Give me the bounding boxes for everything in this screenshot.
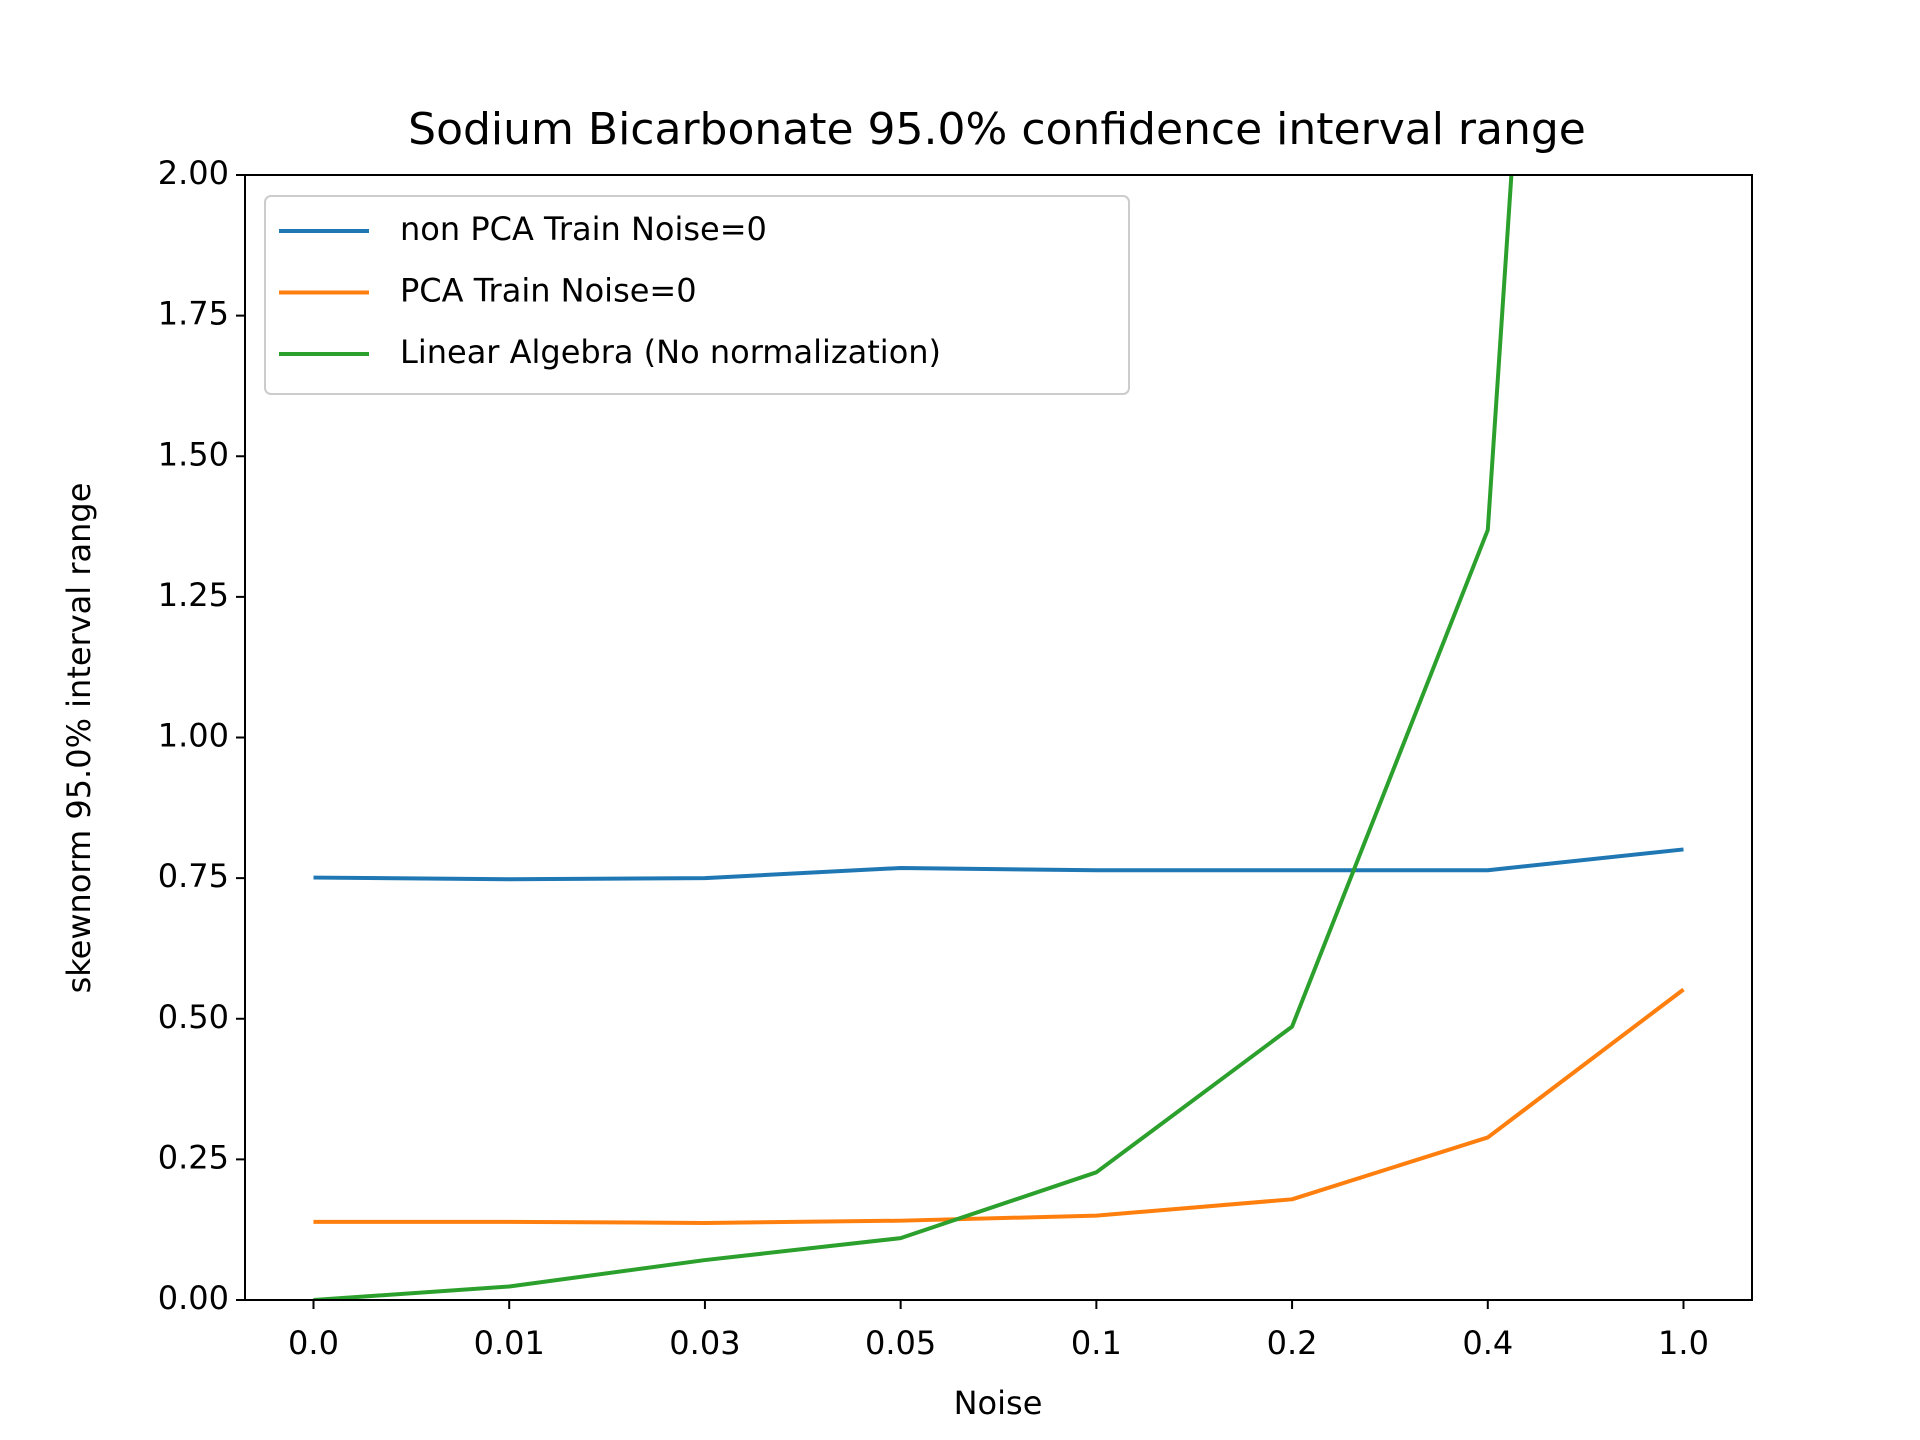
legend-label: PCA Train Noise=0 [400,272,697,310]
y-tick-label: 1.50 [158,435,229,473]
legend-label: non PCA Train Noise=0 [400,210,767,248]
x-tick-label: 1.0 [1658,1324,1709,1362]
series-line [313,175,1514,1300]
y-tick-label: 1.75 [158,295,229,333]
y-tick-label: 1.00 [158,717,229,755]
legend: non PCA Train Noise=0 PCA Train Noise=0 Li… [264,195,1130,395]
series-line [313,847,1684,882]
x-tick-label: 0.03 [669,1324,740,1362]
x-axis-label: Noise [954,1384,1043,1422]
chart-title: Sodium Bicarbonate 95.0% confidence inte… [408,104,1586,155]
y-tick-label: 2.00 [158,154,229,192]
legend-label: Linear Algebra (No normalization) [400,333,941,371]
y-axis-label: skewnorm 95.0% interval range [60,483,98,994]
y-tick-label: 0.75 [158,857,229,895]
y-tick-label: 0.50 [158,998,229,1036]
x-tick-label: 0.1 [1071,1324,1122,1362]
x-tick-label: 0.4 [1462,1324,1513,1362]
y-tick-label: 0.00 [158,1279,229,1317]
x-tick-label: 0.0 [288,1324,339,1362]
x-tick-label: 0.2 [1267,1324,1318,1362]
legend-box [264,195,1130,395]
x-tick-label: 0.01 [474,1324,545,1362]
plot-area [313,175,1685,1300]
y-tick-label: 1.25 [158,576,229,614]
series-line [313,987,1685,1225]
y-tick-label: 0.25 [158,1138,229,1176]
x-tick-label: 0.05 [865,1324,936,1362]
